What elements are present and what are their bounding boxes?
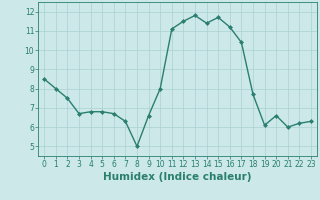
X-axis label: Humidex (Indice chaleur): Humidex (Indice chaleur) [103,172,252,182]
